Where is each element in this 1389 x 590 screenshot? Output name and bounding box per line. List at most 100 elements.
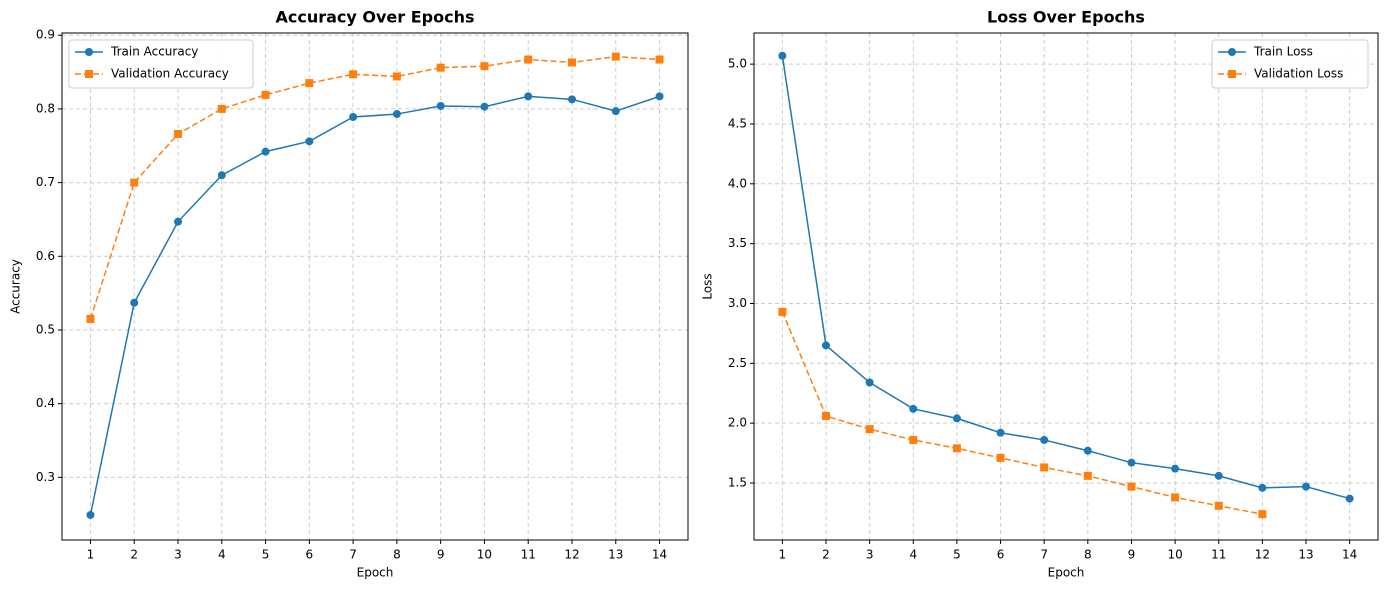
- legend-label: Validation Accuracy: [111, 67, 229, 81]
- marker: [1214, 471, 1223, 480]
- legend-marker: [1228, 48, 1236, 56]
- marker: [952, 414, 961, 423]
- x-tick-label: 7: [349, 548, 357, 562]
- x-tick-label: 9: [437, 548, 445, 562]
- marker: [778, 307, 787, 316]
- y-tick-label: 0.4: [36, 396, 55, 410]
- marker: [1214, 501, 1223, 510]
- x-tick-label: 2: [130, 548, 138, 562]
- marker: [611, 52, 620, 61]
- x-tick-label: 8: [1084, 548, 1092, 562]
- marker: [909, 435, 918, 444]
- marker: [305, 137, 314, 146]
- marker: [86, 510, 95, 519]
- x-tick-label: 6: [306, 548, 314, 562]
- chart-title: Loss Over Epochs: [987, 8, 1145, 27]
- x-tick-label: 10: [1167, 548, 1182, 562]
- marker: [996, 428, 1005, 437]
- x-tick-label: 8: [393, 548, 401, 562]
- marker: [822, 412, 830, 421]
- legend-marker: [85, 70, 93, 78]
- plot-frame: [61, 32, 689, 541]
- marker: [174, 129, 183, 138]
- marker: [1040, 463, 1049, 472]
- series-line: [89, 55, 660, 320]
- chart-title: Accuracy Over Epochs: [275, 8, 474, 27]
- y-tick-label: 5.0: [728, 57, 747, 71]
- marker: [1258, 483, 1267, 492]
- series-line: [89, 95, 660, 516]
- x-tick-label: 11: [1211, 548, 1226, 562]
- marker: [86, 314, 95, 323]
- marker: [349, 113, 358, 122]
- x-tick-label: 14: [652, 548, 667, 562]
- y-axis-label: Loss: [701, 273, 715, 299]
- legend-label: Train Loss: [1253, 45, 1313, 59]
- marker: [524, 55, 533, 64]
- legend: Train Loss Validation Loss: [1211, 39, 1369, 89]
- marker: [1171, 464, 1180, 473]
- y-tick-label: 0.5: [36, 322, 55, 336]
- marker: [1127, 482, 1136, 491]
- x-axis-label: Epoch: [1048, 566, 1085, 580]
- y-tick-label: 3.5: [728, 236, 747, 250]
- marker: [217, 171, 226, 180]
- x-tick-label: 3: [174, 548, 182, 562]
- marker: [480, 102, 489, 111]
- x-tick-label: 12: [1255, 548, 1270, 562]
- legend-label: Validation Loss: [1254, 67, 1343, 81]
- marker: [1040, 435, 1049, 444]
- marker: [1258, 510, 1267, 519]
- marker: [952, 444, 961, 453]
- y-tick-label: 0.7: [36, 175, 55, 189]
- marker: [174, 217, 183, 226]
- x-tick-label: 1: [779, 548, 787, 562]
- marker: [1302, 482, 1310, 491]
- marker: [305, 79, 314, 88]
- marker: [778, 51, 787, 60]
- y-tick-label: 1.5: [728, 476, 747, 490]
- x-tick-label: 4: [909, 548, 917, 562]
- x-tick-label: 11: [521, 548, 536, 562]
- y-tick-label: 2.0: [728, 416, 747, 430]
- plot-frame: [753, 32, 1379, 541]
- legend-box: [1211, 39, 1369, 89]
- marker: [996, 453, 1005, 462]
- marker: [261, 147, 270, 156]
- marker: [130, 178, 139, 187]
- marker: [261, 90, 270, 99]
- marker: [480, 62, 489, 71]
- marker: [611, 107, 620, 116]
- x-axis-label: Epoch: [357, 566, 394, 580]
- panel: Accuracy Over Epochs 0.3 0.4 0.5 0.6 0.7 0.8 0.…: [9, 8, 689, 580]
- y-tick-label: 3.0: [728, 296, 747, 310]
- x-tick-label: 13: [1298, 548, 1313, 562]
- marker: [655, 92, 664, 101]
- series-line: [781, 55, 1350, 500]
- legend-marker: [1228, 70, 1236, 78]
- marker: [865, 378, 874, 387]
- marker: [130, 298, 139, 307]
- marker: [909, 404, 918, 413]
- x-tick-label: 12: [564, 548, 579, 562]
- x-tick-label: 14: [1342, 548, 1357, 562]
- y-tick-label: 2.5: [728, 356, 747, 370]
- x-tick-label: 13: [608, 548, 623, 562]
- marker: [567, 58, 576, 67]
- marker: [1083, 471, 1092, 480]
- series-line: [781, 311, 1263, 515]
- marker: [822, 341, 830, 350]
- y-tick-label: 4.0: [728, 176, 747, 190]
- x-tick-label: 3: [866, 548, 874, 562]
- y-tick-label: 0.8: [36, 101, 55, 115]
- marker: [865, 425, 874, 434]
- marker: [524, 92, 533, 101]
- y-tick-label: 0.9: [36, 28, 55, 42]
- marker: [1345, 494, 1354, 503]
- marker: [1171, 493, 1180, 502]
- x-tick-label: 9: [1128, 548, 1136, 562]
- x-tick-label: 5: [953, 548, 961, 562]
- x-tick-label: 6: [997, 548, 1005, 562]
